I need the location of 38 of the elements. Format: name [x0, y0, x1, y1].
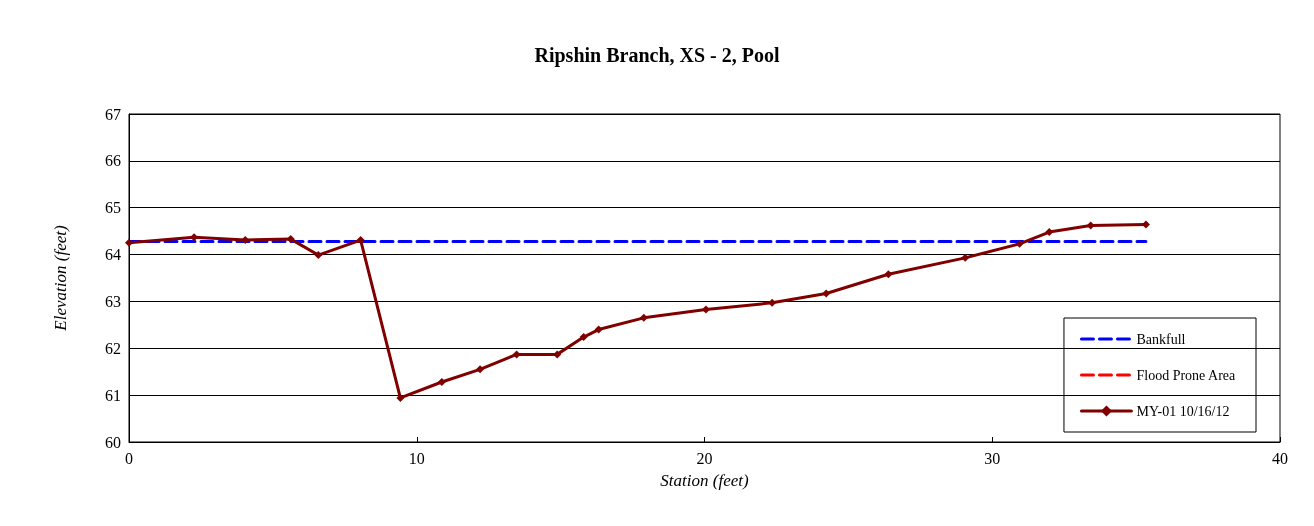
point [1086, 221, 1095, 230]
y-tick-label: 61 [105, 386, 121, 404]
point [579, 333, 588, 342]
y-tick-label: 64 [105, 246, 121, 264]
point [1045, 228, 1054, 237]
point [553, 350, 562, 359]
point [125, 238, 133, 247]
point [476, 365, 485, 374]
point [822, 289, 831, 298]
x-axis-title: Station (feet) [660, 471, 749, 490]
point [594, 325, 603, 334]
point [768, 298, 777, 307]
y-tick-label: 67 [105, 105, 121, 123]
y-axis-title: Elevation (feet) [51, 225, 70, 332]
chart-title: Ripshin Branch, XS - 2, Pool [534, 44, 780, 67]
legend-label: Flood Prone Area [1136, 367, 1237, 383]
point [314, 251, 323, 260]
x-tick-label: 40 [1272, 449, 1288, 467]
point [701, 305, 710, 314]
y-tick-label: 60 [105, 433, 121, 451]
point [356, 236, 365, 245]
point [1015, 239, 1024, 248]
legend-label: MY-01 10/16/12 [1136, 403, 1230, 419]
y-tick-label: 62 [105, 339, 121, 357]
y-tick-label: 65 [105, 199, 121, 217]
point [286, 235, 295, 244]
x-tick-label: 30 [984, 449, 1001, 467]
point [961, 253, 970, 262]
y-tick-label: 66 [105, 152, 121, 170]
point [639, 313, 648, 322]
point [396, 393, 405, 402]
y-tick-label: 63 [105, 292, 121, 310]
point [884, 270, 893, 279]
x-tick-label: 10 [408, 449, 425, 467]
point [437, 378, 446, 387]
x-tick-label: 0 [125, 449, 133, 467]
legend-label: Bankfull [1136, 331, 1186, 347]
x-tick-label: 20 [696, 449, 713, 467]
